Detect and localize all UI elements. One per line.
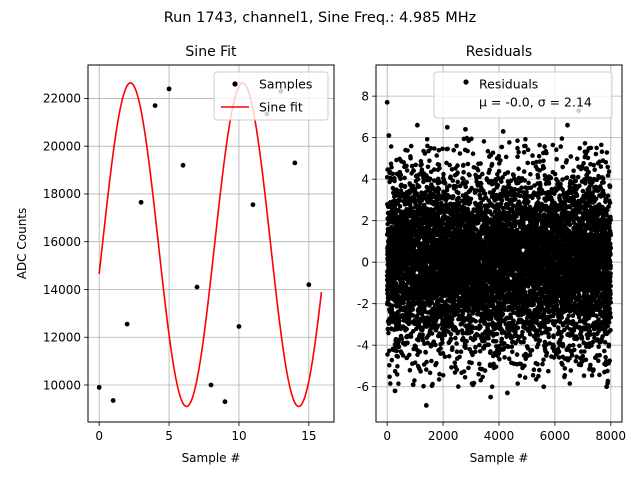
sine-fit-curve (98, 82, 323, 408)
residual-outlier-point (386, 133, 392, 138)
sine-fit-ytick-label: 22000 (43, 92, 81, 106)
residuals-xtick-label: 2000 (428, 429, 459, 443)
sample-point (110, 398, 116, 403)
sine-fit-xlabel: Sample # (182, 451, 241, 465)
residuals-ytick-label: -4 (357, 339, 369, 353)
sample-point (180, 162, 186, 168)
legend-sine-fit-label: Sine fit (259, 100, 303, 115)
sample-point (208, 382, 214, 388)
sine-fit-ytick-label: 10000 (43, 378, 81, 392)
sample-point (250, 202, 256, 208)
residuals-title: Residuals (466, 44, 532, 60)
sine-fit-ytick-label: 20000 (43, 139, 81, 153)
residuals-axes: 0 2000 4000 6000 8000 -6 -4 -2 0 2 4 6 8 Residuals S… (357, 44, 626, 465)
residual-outlier-point (423, 402, 429, 408)
residuals-ytick-label: -6 (357, 380, 369, 394)
residuals-ytick-label: 0 (361, 255, 369, 269)
sample-point (306, 282, 312, 288)
sine-fit-axes: 0 5 10 15 10000 12000 14000 16000 18000 20000 2200… (15, 44, 335, 465)
residuals-xtick-label: 6000 (540, 429, 571, 443)
residual-outlier-point (565, 122, 570, 128)
sine-fit-xtick-label: 5 (165, 429, 173, 443)
residuals-xtick-label: 8000 (596, 429, 627, 443)
sine-fit-ylabel: ADC Counts (15, 208, 29, 280)
legend-samples-marker (232, 81, 238, 87)
residuals-ytick-label: 4 (361, 172, 369, 186)
sine-fit-ytick-label: 12000 (43, 331, 81, 345)
sine-fit-legend: Samples Sine fit (213, 71, 329, 121)
sine-fit-xtick-label: 10 (231, 429, 246, 443)
residuals-legend: Residuals μ = -0.0, σ = 2.14 (433, 71, 613, 119)
residuals-ytick-label: 6 (361, 131, 369, 145)
sine-fit-ytick-label: 18000 (43, 187, 81, 201)
sine-fit-xtick-label: 0 (95, 429, 103, 443)
residuals-xlabel: Sample # (470, 451, 529, 465)
residuals-ytick-label: -2 (357, 297, 369, 311)
residual-outlier-point (604, 384, 610, 390)
residuals-ytick-label: 8 (361, 89, 369, 103)
sample-point (194, 284, 200, 290)
residual-outlier-point (500, 129, 506, 134)
residual-outlier-point (392, 388, 398, 394)
figure-suptitle: Run 1743, channel1, Sine Freq.: 4.985 MH… (164, 10, 477, 26)
residual-outlier-point (541, 384, 547, 390)
sine-fit-title: Sine Fit (185, 44, 237, 60)
sine-fit-ticks: 0 5 10 15 10000 12000 14000 16000 18000 20000 2200… (43, 92, 317, 443)
residuals-ticks: 0 2000 4000 6000 8000 -6 -4 -2 0 2 4 6 8 (357, 89, 626, 443)
residual-outlier-point (444, 124, 450, 130)
sample-point (96, 384, 102, 390)
residuals-xtick-label: 4000 (484, 429, 515, 443)
sine-fit-data (96, 82, 323, 408)
sine-fit-legend-box (213, 71, 329, 121)
residual-points-cloud (384, 135, 614, 390)
sample-point (292, 160, 298, 166)
residuals-ytick-label: 2 (361, 214, 369, 228)
sine-fit-xtick-label: 15 (301, 429, 316, 443)
residual-outlier-point (488, 394, 494, 400)
sine-fit-frame (87, 64, 335, 423)
sample-point (152, 103, 158, 108)
residual-outlier-point (410, 382, 416, 388)
sample-point (124, 321, 130, 327)
legend-samples-label: Samples (259, 77, 312, 92)
residual-outlier-point (384, 99, 390, 105)
legend-residuals-stats: μ = -0.0, σ = 2.14 (479, 95, 592, 110)
sine-fit-ytick-label: 14000 (43, 283, 81, 297)
sample-point (222, 399, 228, 405)
legend-residuals-label: Residuals (479, 77, 538, 92)
residuals-xtick-label: 0 (383, 429, 391, 443)
residual-outlier-point (414, 122, 420, 128)
residual-outlier-point (463, 126, 468, 132)
sample-point (166, 86, 172, 92)
residuals-legend-box (433, 71, 613, 119)
legend-residuals-marker (463, 79, 469, 85)
sample-point (236, 324, 242, 329)
sample-point (138, 199, 144, 205)
sine-fit-ytick-label: 16000 (43, 235, 81, 249)
residual-outlier-point (504, 390, 510, 396)
